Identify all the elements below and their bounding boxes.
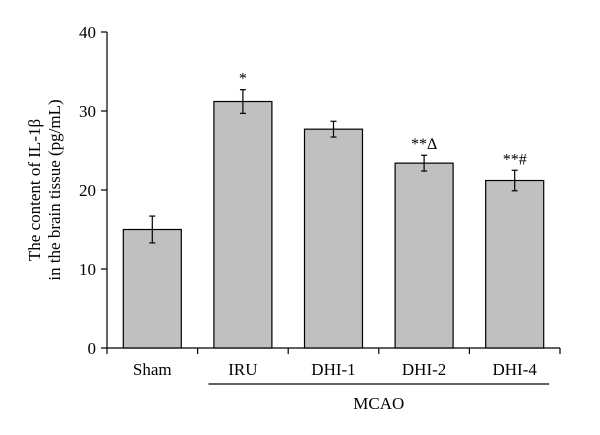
y-tick-label-40: 40 bbox=[79, 23, 96, 42]
y-axis-title: The content of IL-1β in the brain tissue… bbox=[25, 99, 64, 280]
x-tick-label-sham: Sham bbox=[133, 360, 172, 379]
annotation-iru: * bbox=[239, 71, 247, 88]
y-tick-label-0: 0 bbox=[88, 339, 97, 358]
x-tick-label-iru: IRU bbox=[228, 360, 257, 379]
y-axis-title-line-1: The content of IL-1β bbox=[25, 119, 44, 261]
bar-iru bbox=[213, 100, 273, 349]
bar-dhi-4 bbox=[485, 179, 545, 349]
bar-sham bbox=[122, 228, 182, 349]
bar-dhi-1 bbox=[303, 128, 364, 349]
y-tick-label-20: 20 bbox=[79, 181, 96, 200]
x-tick-label-dhi-1: DHI-1 bbox=[311, 360, 355, 379]
y-axis-title-line-2: in the brain tissue (pg/mL) bbox=[45, 99, 64, 280]
x-tick-label-dhi-4: DHI-4 bbox=[493, 360, 538, 379]
plot-area: 0 10 20 30 40 Sham IRU * DHI-1 DHI-2 **Δ DHI-4 **# MC… bbox=[79, 23, 561, 413]
annotation-dhi-2: **Δ bbox=[411, 136, 437, 153]
annotation-dhi-4: **# bbox=[503, 151, 527, 168]
y-tick-label-10: 10 bbox=[79, 260, 96, 279]
x-tick-label-dhi-2: DHI-2 bbox=[402, 360, 446, 379]
y-tick-label-30: 30 bbox=[79, 102, 96, 121]
group-label: MCAO bbox=[353, 394, 404, 413]
bar-dhi-2 bbox=[394, 162, 454, 349]
